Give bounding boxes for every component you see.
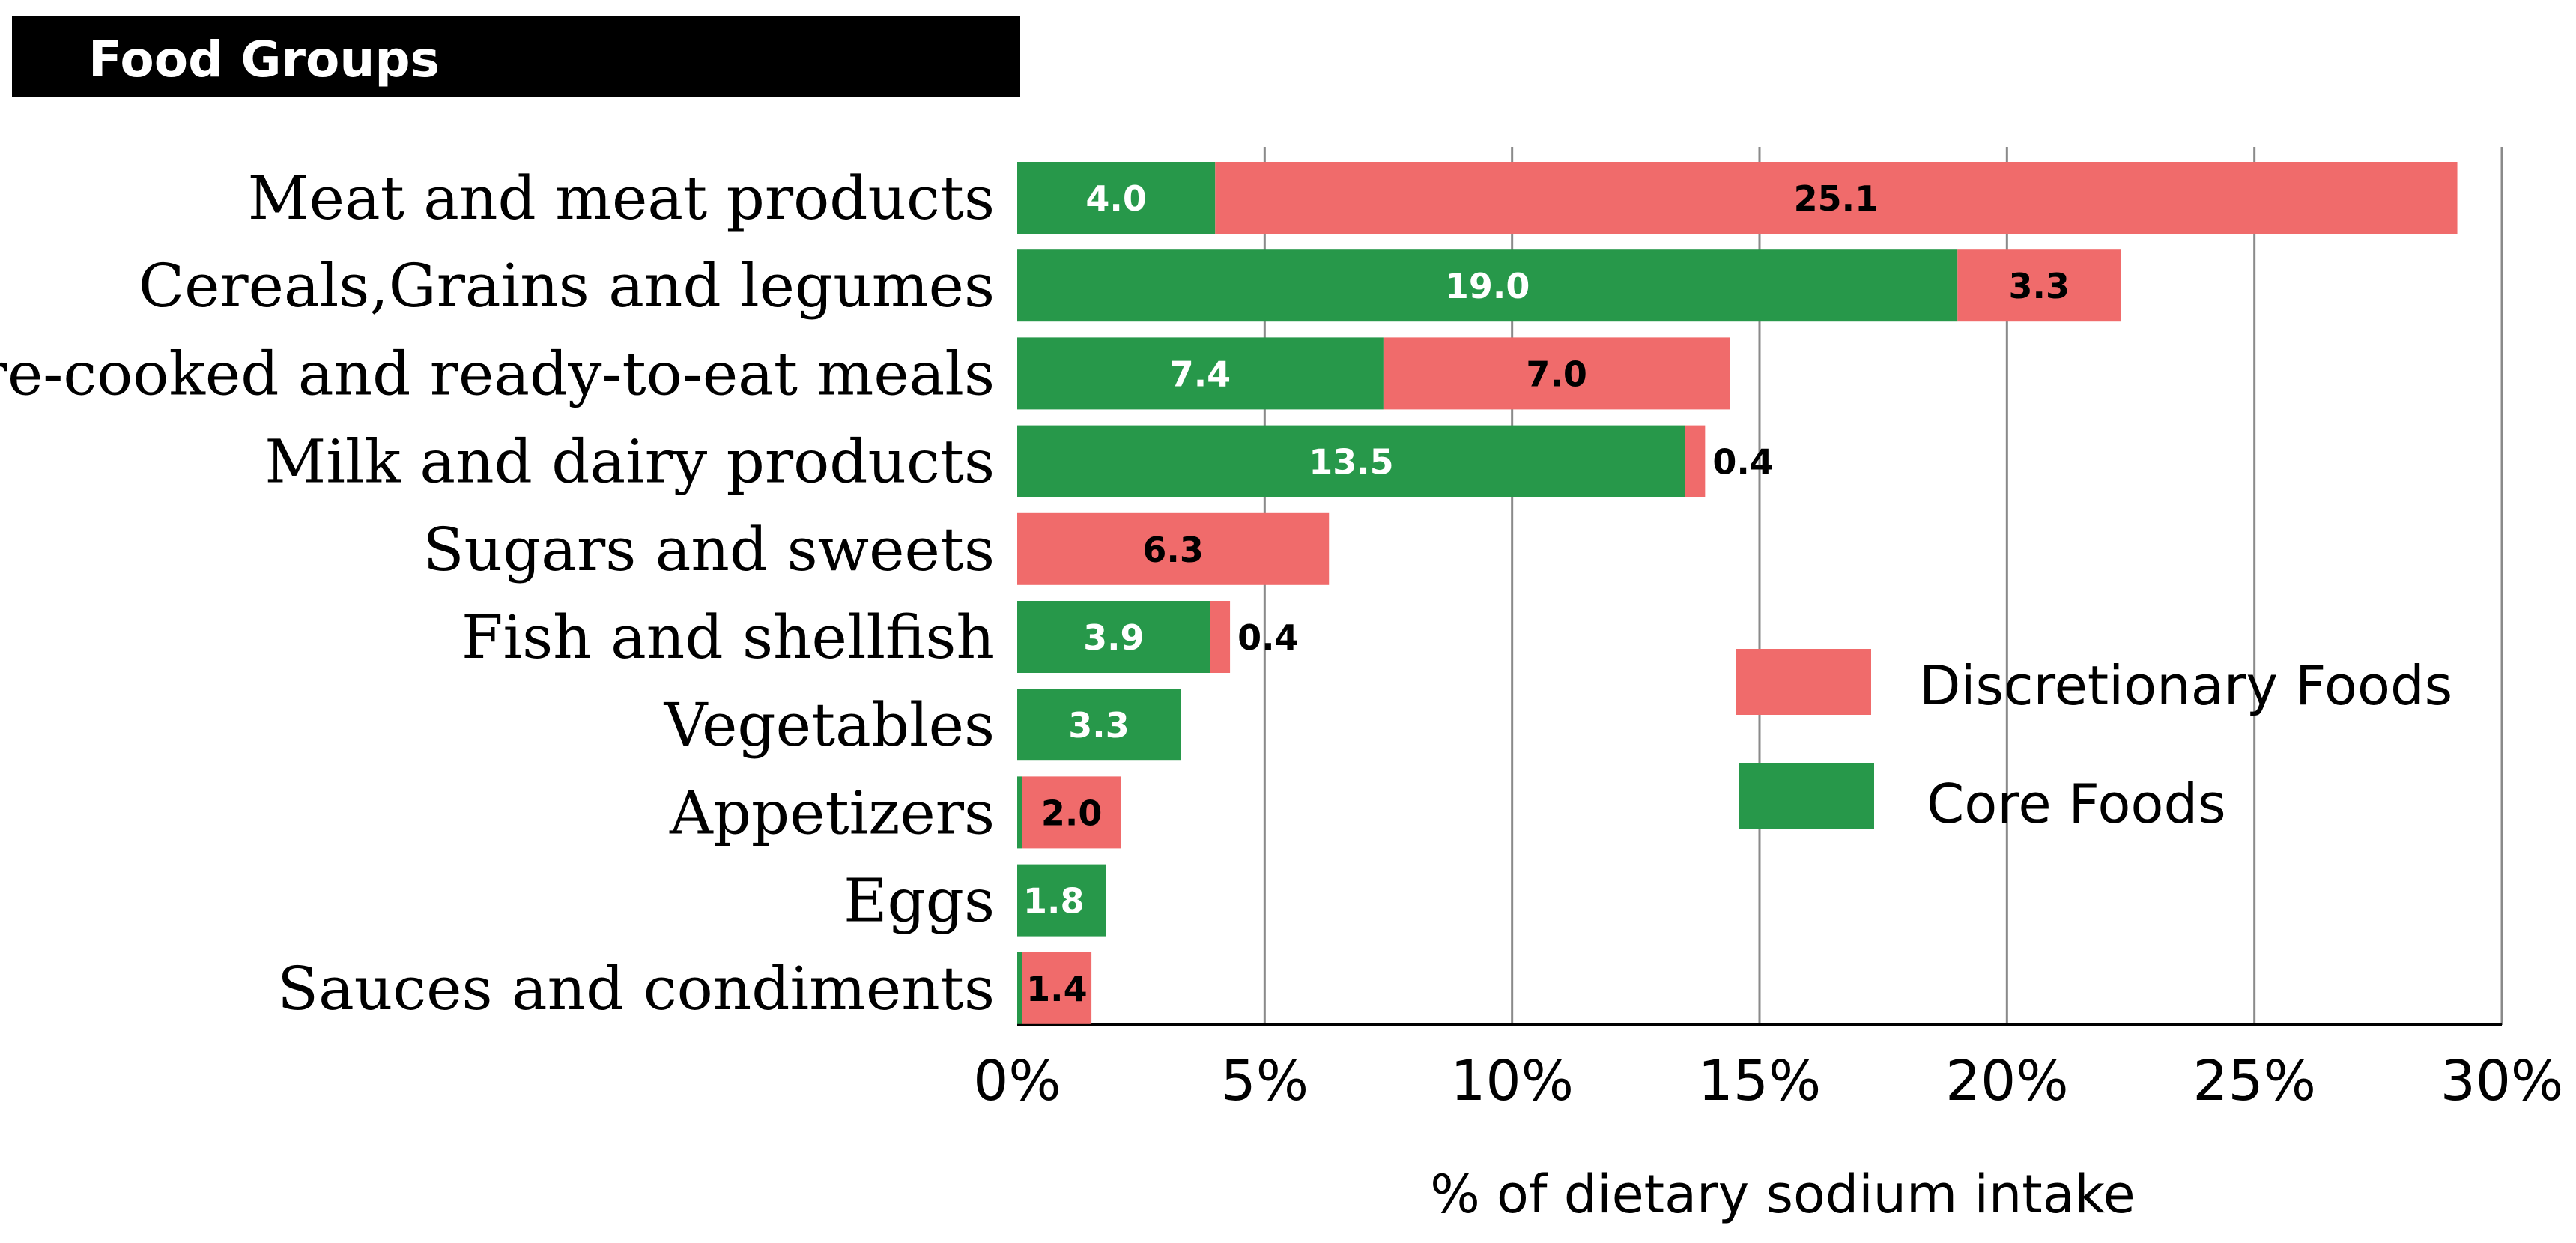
bar-core [1017,249,1958,322]
category-label: Meat and meat products [248,163,995,233]
data-label-core: 3.3 [1068,705,1130,746]
bar-discretionary [1383,337,1730,410]
data-label-discretionary: 25.1 [1794,178,1879,219]
x-tick-labels: 0% 5% 10% 15% 20% 25% 30% [973,1049,2563,1113]
bar-core [1017,162,1216,234]
header-bar [12,16,1020,97]
bar-core [1017,689,1181,761]
data-label-discretionary: 1.4 [1026,969,1088,1009]
bar-core [1017,337,1384,410]
category-label: Pre-cooked and ready-to-eat meals [0,339,995,408]
bar-discretionary [1215,162,2458,234]
legend: Discretionary Foods Core Foods [1736,649,2452,835]
data-label-discretionary: 6.3 [1142,530,1204,570]
data-label-discretionary: 7.0 [1526,354,1587,394]
bar-discretionary [1022,776,1121,849]
x-tick-label: 20% [1945,1049,2068,1113]
bar-core [1017,776,1022,849]
bar-discretionary [1957,249,2121,322]
data-label-discretionary: 3.3 [2009,266,2070,306]
data-label-core: 1.8 [1023,881,1085,922]
bar-discretionary [1685,425,1706,497]
category-label: Milk and dairy products [264,427,995,497]
data-label-core: 3.9 [1083,617,1145,658]
bar-core [1017,864,1106,937]
bar-discretionary [1210,601,1231,673]
category-label: Eggs [843,866,995,936]
x-tick-label: 30% [2440,1049,2563,1113]
x-tick-label: 15% [1698,1049,1821,1113]
data-label-core: 7.4 [1170,354,1231,394]
data-label-core: 19.0 [1445,266,1530,306]
bars: 4.0 25.1 19.0 3.3 7.4 7.0 13.5 0.4 6.3 3.9 0.4 3.3 2… [1017,162,2458,1024]
category-label: Appetizers [669,778,995,847]
x-tick-label: 25% [2192,1049,2315,1113]
data-label-core: 13.5 [1309,442,1394,483]
bar-discretionary [1022,952,1092,1024]
category-label: Cereals,Grains and legumes [139,251,995,321]
x-axis-title: % of dietary sodium intake [1430,1164,2135,1225]
data-label-core: 4.0 [1085,178,1147,219]
legend-swatch-core [1739,763,1874,829]
category-label: Fish and shellfish [461,602,995,672]
data-label-discretionary: 0.4 [1712,442,1774,483]
bar-core [1017,952,1022,1024]
data-label-discretionary: 2.0 [1041,793,1103,833]
category-label: Vegetables [664,690,995,760]
data-label-discretionary: 0.4 [1237,617,1299,658]
category-label: Sauces and condiments [277,954,995,1023]
x-tick-label: 10% [1450,1049,1573,1113]
bar-core [1017,425,1685,497]
bar-discretionary [1017,512,1330,585]
x-tick-label: 5% [1221,1049,1309,1113]
category-label: Sugars and sweets [423,515,995,584]
legend-swatch-discretionary [1736,649,1871,715]
x-tick-label: 0% [973,1049,1061,1113]
legend-label-discretionary: Discretionary Foods [1919,654,2452,717]
category-labels: Meat and meat products Cereals,Grains and… [0,163,995,1023]
legend-label-core: Core Foods [1927,772,2226,835]
bar-core [1017,601,1210,673]
header-title: Food Groups [88,31,440,88]
